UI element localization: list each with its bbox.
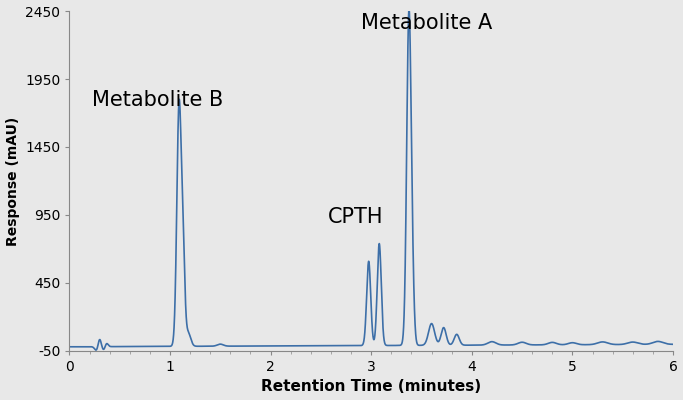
Text: CPTH: CPTH bbox=[329, 207, 384, 227]
Text: Metabolite A: Metabolite A bbox=[361, 13, 492, 33]
Text: Metabolite B: Metabolite B bbox=[92, 90, 223, 110]
X-axis label: Retention Time (minutes): Retention Time (minutes) bbox=[261, 380, 482, 394]
Y-axis label: Response (mAU): Response (mAU) bbox=[5, 116, 20, 246]
